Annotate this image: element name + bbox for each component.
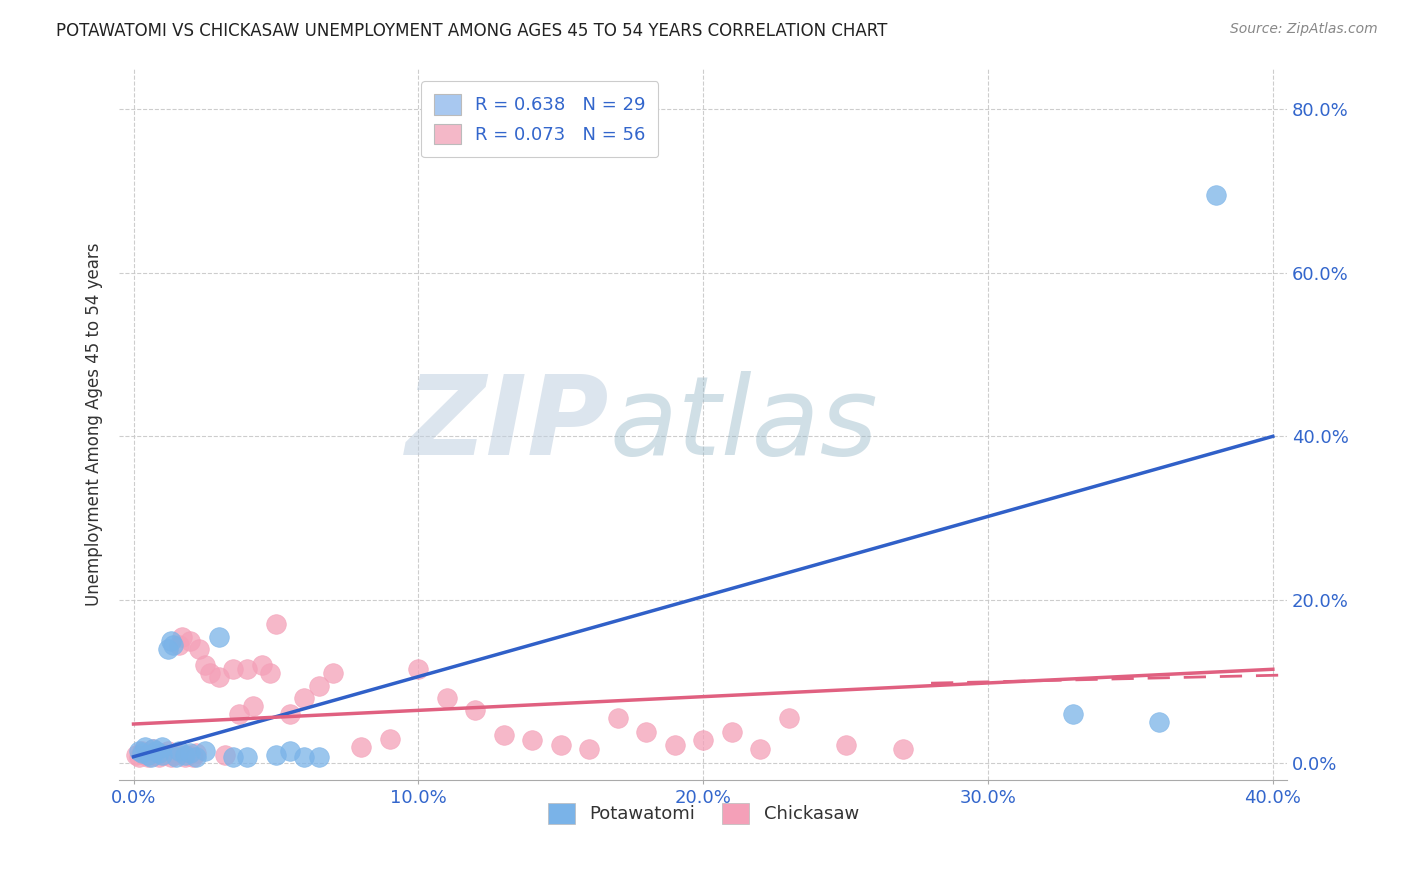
Point: [153, 748, 176, 763]
Text: atlas: atlas: [610, 370, 879, 477]
Point: [378, 731, 401, 746]
Point: [1062, 707, 1084, 722]
Point: [176, 748, 198, 763]
Point: [188, 641, 211, 656]
Point: [891, 741, 914, 756]
Point: [142, 741, 165, 756]
Point: [308, 679, 330, 693]
Point: [264, 748, 287, 763]
Point: [222, 662, 245, 676]
Y-axis label: Unemployment Among Ages 45 to 54 years: Unemployment Among Ages 45 to 54 years: [86, 243, 103, 606]
Point: [162, 638, 184, 652]
Point: [173, 748, 195, 763]
Point: [222, 749, 245, 764]
Text: Source: ZipAtlas.com: Source: ZipAtlas.com: [1230, 22, 1378, 37]
Point: [194, 744, 217, 758]
Point: [150, 739, 173, 754]
Point: [179, 747, 201, 761]
Point: [136, 749, 159, 764]
Point: [167, 638, 190, 652]
Point: [436, 690, 458, 705]
Point: [278, 707, 301, 722]
Point: [636, 725, 658, 739]
Point: [408, 662, 430, 676]
Point: [150, 748, 173, 763]
Point: [208, 630, 231, 644]
Point: [131, 744, 153, 758]
Point: [294, 749, 316, 764]
Point: [264, 617, 287, 632]
Point: [692, 733, 714, 747]
Point: [749, 741, 772, 756]
Legend: Potawatomi, Chickasaw: Potawatomi, Chickasaw: [537, 792, 870, 835]
Point: [250, 658, 273, 673]
Point: [606, 711, 628, 725]
Point: [165, 749, 187, 764]
Point: [128, 749, 150, 764]
Point: [173, 749, 195, 764]
Point: [162, 748, 184, 763]
Point: [550, 739, 572, 753]
Point: [259, 666, 281, 681]
Point: [228, 707, 250, 722]
Point: [183, 749, 205, 764]
Point: [167, 744, 190, 758]
Point: [464, 703, 486, 717]
Text: POTAWATOMI VS CHICKASAW UNEMPLOYMENT AMONG AGES 45 TO 54 YEARS CORRELATION CHART: POTAWATOMI VS CHICKASAW UNEMPLOYMENT AMO…: [56, 22, 887, 40]
Point: [492, 728, 515, 742]
Point: [125, 748, 148, 763]
Point: [294, 690, 316, 705]
Point: [128, 744, 150, 758]
Point: [134, 748, 156, 763]
Point: [186, 749, 208, 764]
Point: [236, 662, 259, 676]
Point: [208, 670, 231, 684]
Point: [214, 748, 236, 763]
Point: [1147, 715, 1170, 730]
Point: [778, 711, 800, 725]
Point: [350, 739, 373, 754]
Point: [159, 633, 181, 648]
Point: [242, 699, 264, 714]
Point: [179, 633, 201, 648]
Point: [131, 747, 153, 761]
Point: [142, 741, 165, 756]
Point: [170, 630, 193, 644]
Point: [134, 739, 156, 754]
Point: [834, 739, 856, 753]
Point: [278, 744, 301, 758]
Point: [578, 741, 600, 756]
Point: [200, 666, 222, 681]
Point: [720, 725, 742, 739]
Point: [148, 747, 170, 761]
Point: [165, 747, 187, 761]
Point: [136, 748, 159, 763]
Point: [522, 733, 544, 747]
Point: [139, 747, 162, 761]
Point: [148, 749, 170, 764]
Point: [139, 749, 162, 764]
Point: [156, 744, 179, 758]
Point: [186, 747, 208, 761]
Point: [156, 641, 179, 656]
Point: [145, 744, 167, 758]
Point: [159, 749, 181, 764]
Point: [322, 666, 344, 681]
Point: [1205, 188, 1227, 202]
Text: ZIP: ZIP: [406, 370, 610, 477]
Point: [308, 749, 330, 764]
Point: [145, 748, 167, 763]
Point: [150, 747, 173, 761]
Point: [236, 749, 259, 764]
Point: [664, 739, 686, 753]
Point: [194, 658, 217, 673]
